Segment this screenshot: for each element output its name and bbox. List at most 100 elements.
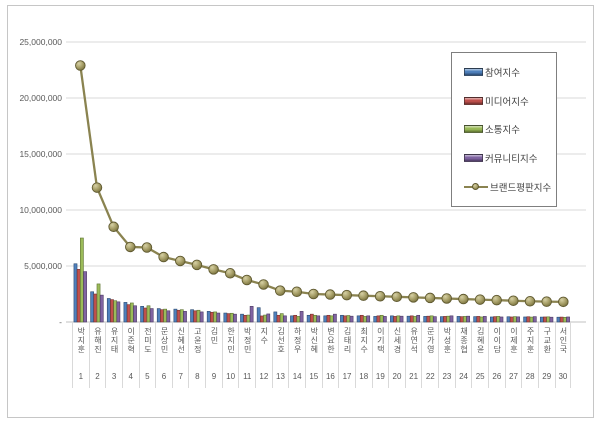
- bar-segment: [166, 310, 171, 323]
- line-marker: [491, 294, 502, 306]
- bar-segment: [76, 269, 81, 323]
- bar-segment: [233, 313, 237, 323]
- bar-segment: [243, 314, 248, 323]
- x-category-cell: 유지태 3: [105, 322, 122, 388]
- x-category-cell: 박정민 11: [238, 322, 255, 388]
- x-category-name: 문상민: [160, 327, 170, 354]
- legend-label: 소통지수: [485, 125, 520, 137]
- bar-segment: [466, 315, 470, 323]
- legend-item: 미디어지수: [464, 94, 556, 108]
- bar-segment: [199, 311, 204, 323]
- x-rank-label: 7: [178, 372, 183, 381]
- line-marker: [391, 291, 403, 303]
- legend-item: 참여지수: [464, 65, 556, 79]
- x-rank-label: 13: [276, 372, 285, 381]
- x-category-cell: 이이담 26: [488, 322, 505, 388]
- line-marker: [308, 288, 319, 300]
- x-category-name: 김태리: [343, 327, 353, 354]
- x-rank-label: 19: [375, 372, 385, 381]
- x-category-cell: 지수 12: [255, 322, 272, 388]
- x-category-name: 한지민: [226, 327, 236, 354]
- bar-segment: [196, 309, 201, 323]
- x-rank-label: 28: [525, 372, 535, 381]
- x-category-cell: 김혜윤 25: [471, 322, 488, 388]
- bar-segment: [549, 316, 554, 323]
- bar-segment: [482, 316, 487, 323]
- x-category-cell: 김선호 13: [271, 322, 289, 388]
- bar-segment: [299, 311, 304, 323]
- bar-segment: [183, 311, 187, 323]
- x-category-cell: 박신혜 15: [304, 322, 322, 388]
- bar-segment: [240, 313, 244, 323]
- bar-segment: [359, 314, 364, 323]
- x-category-name: 구교환: [542, 327, 552, 354]
- x-category-name: 고윤정: [193, 327, 203, 354]
- x-rank-label: 11: [243, 372, 252, 381]
- line-marker: [125, 241, 136, 253]
- x-rank-label: 9: [211, 372, 217, 381]
- x-rank-label: 18: [359, 372, 369, 381]
- x-category-cell: 고윤정 8: [188, 322, 205, 388]
- legend-item: 소통지수: [464, 122, 556, 136]
- legend-item: 커뮤니티지수: [464, 151, 556, 165]
- line-marker: [374, 290, 386, 302]
- bar-segment: [383, 316, 387, 323]
- bar-segment: [366, 315, 371, 323]
- bar-segment: [190, 309, 194, 323]
- line-marker: [458, 293, 469, 305]
- x-rank-label: 3: [111, 372, 117, 381]
- x-category-name: 유해진: [93, 327, 103, 354]
- y-tick-label-zero: -: [59, 317, 62, 327]
- x-category-name: 유지태: [110, 327, 120, 354]
- bar-segment: [229, 312, 234, 323]
- bar-segment: [213, 311, 217, 323]
- line-marker: [524, 296, 536, 307]
- x-category-name: 이준혁: [126, 327, 136, 354]
- bar-segment: [173, 308, 178, 323]
- x-category-cell: 하정우 14: [288, 322, 305, 388]
- bar-segment: [193, 310, 198, 323]
- legend-label: 참여지수: [485, 68, 520, 80]
- x-category-cell: 한지민 10: [221, 322, 239, 388]
- line-marker: [141, 242, 153, 253]
- x-category-name: 채종협: [459, 327, 469, 354]
- bar-segment: [179, 309, 184, 323]
- x-category-name: 지수: [259, 327, 269, 345]
- bar-segment: [399, 315, 404, 323]
- bar-segment: [416, 314, 421, 323]
- bar-segment: [156, 308, 161, 323]
- x-rank-label: 30: [558, 372, 568, 381]
- x-rank-label: 27: [509, 372, 518, 381]
- bar-segment: [126, 304, 131, 323]
- legend-label: 커뮤니티지수: [485, 154, 538, 166]
- y-tick-label: 15,000,000: [19, 149, 62, 159]
- line-marker: [274, 285, 286, 296]
- bar-segment: [163, 308, 168, 323]
- line-marker: [158, 251, 169, 263]
- y-tick-label: 10,000,000: [19, 205, 62, 215]
- x-rank-label: 25: [475, 372, 485, 381]
- x-category-cell: 박성훈 23: [438, 322, 455, 388]
- bar-segment: [80, 237, 84, 323]
- x-category-cell: 문가영 22: [421, 322, 438, 388]
- x-category-cell: 김태리 17: [338, 322, 355, 388]
- x-category-cell: 신세경 20: [388, 322, 405, 388]
- x-rank-label: 2: [95, 372, 100, 381]
- bar-segment: [210, 311, 214, 323]
- x-rank-label: 1: [78, 372, 84, 381]
- x-category-name: 이기택: [376, 327, 386, 354]
- bar-segment: [449, 315, 454, 323]
- line-marker: [208, 264, 219, 275]
- x-category-name: 김혜윤: [476, 327, 486, 354]
- x-rank-label: 4: [128, 372, 133, 381]
- bar-segment: [379, 314, 384, 323]
- legend-bar-swatch-icon: [464, 96, 483, 105]
- x-category-cell: 전미도 5: [138, 322, 156, 388]
- x-category-cell: 박지훈 1: [72, 322, 89, 388]
- bar-segment: [349, 315, 354, 323]
- legend-line-marker-icon: [464, 182, 488, 191]
- x-rank-label: 20: [392, 372, 402, 381]
- x-rank-label: 12: [259, 372, 269, 381]
- bar-segment: [146, 305, 151, 323]
- bar-segment: [106, 298, 111, 323]
